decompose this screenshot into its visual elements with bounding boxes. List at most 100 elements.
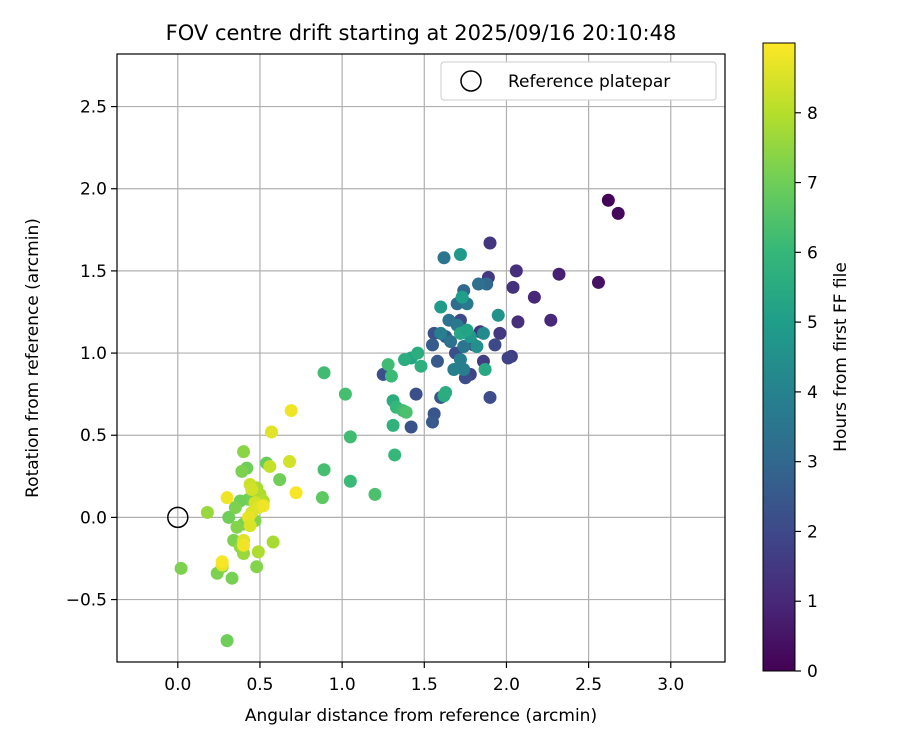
data-point: [611, 206, 625, 220]
data-point: [237, 445, 251, 459]
data-point: [457, 363, 471, 377]
data-point: [488, 338, 502, 352]
data-point: [256, 499, 270, 513]
data-point: [470, 339, 484, 353]
data-point: [444, 335, 458, 349]
data-point: [289, 486, 303, 500]
colorbar-tick-label: 6: [807, 243, 818, 263]
data-point: [264, 425, 278, 439]
colorbar-tick-label: 7: [807, 174, 818, 194]
data-point: [386, 418, 400, 432]
y-tick-label: 1.5: [80, 262, 107, 282]
data-point: [414, 359, 428, 373]
data-point: [220, 634, 234, 648]
data-point: [343, 474, 357, 488]
data-point: [388, 448, 402, 462]
colorbar-tick-label: 4: [807, 383, 818, 403]
data-point: [483, 236, 497, 250]
legend-entry: Reference platepar: [508, 72, 670, 92]
data-point: [527, 290, 541, 304]
plot-frame: [116, 53, 726, 663]
data-point: [472, 277, 486, 291]
y-axis-ticks: −0.5 0.0 0.5 1.0 1.5 2.0 2.5: [66, 98, 117, 611]
legend-marker: [460, 70, 482, 92]
y-axis-label: Rotation from reference (arcmin): [23, 218, 43, 498]
data-point: [552, 267, 566, 281]
data-point: [426, 415, 440, 429]
data-point: [343, 430, 357, 444]
x-tick-label: 1.0: [329, 675, 356, 695]
data-point: [273, 473, 287, 487]
data-point: [411, 346, 425, 360]
colorbar: 0 1 2 3 4 5 6 7 8 Hours from first FF file: [762, 42, 851, 682]
data-point: [478, 363, 492, 377]
data-point: [225, 571, 239, 585]
data-point: [483, 390, 497, 404]
data-point: [399, 405, 413, 419]
colorbar-tick-label: 2: [807, 522, 818, 542]
data-point: [398, 353, 412, 367]
data-point: [404, 420, 418, 434]
colorbar-tick-label: 8: [807, 104, 818, 124]
data-point: [250, 560, 264, 574]
data-point: [511, 315, 525, 329]
data-point: [476, 326, 490, 340]
data-point: [200, 505, 214, 519]
data-point: [384, 369, 398, 383]
data-point: [493, 326, 507, 340]
colorbar-tick-label: 1: [807, 592, 818, 612]
data-point: [447, 363, 461, 377]
data-point: [453, 353, 467, 367]
data-point: [439, 386, 453, 400]
chart-title: FOV centre drift starting at 2025/09/16 …: [166, 21, 677, 45]
data-point: [437, 251, 451, 265]
colorbar-tick-label: 0: [807, 662, 818, 682]
data-point: [243, 519, 257, 533]
data-point: [317, 366, 331, 380]
data-point: [591, 275, 605, 289]
data-point: [245, 482, 259, 496]
x-tick-label: 0.5: [246, 675, 273, 695]
data-point: [315, 491, 329, 505]
data-point: [266, 535, 280, 549]
x-tick-label: 2.5: [575, 675, 602, 695]
x-tick-label: 0.0: [164, 675, 191, 695]
data-point: [237, 538, 251, 552]
data-point: [174, 561, 188, 575]
data-point: [506, 280, 520, 294]
reference-platepar-marker: [167, 506, 189, 529]
colorbar-ticks: 0 1 2 3 4 5 6 7 8: [795, 104, 818, 682]
colorbar-tick-label: 3: [807, 453, 818, 473]
data-point: [509, 264, 523, 278]
data-point: [434, 326, 448, 340]
data-point: [430, 354, 444, 368]
data-point: [460, 323, 474, 337]
data-point: [222, 510, 236, 524]
data-point: [235, 464, 249, 478]
data-point: [434, 300, 448, 314]
data-point: [338, 387, 352, 401]
data-point: [453, 247, 467, 261]
colorbar-label: Hours from first FF file: [831, 262, 851, 452]
data-point: [455, 290, 469, 304]
y-tick-label: 1.0: [80, 344, 107, 364]
data-point: [381, 358, 395, 372]
x-axis-ticks: 0.0 0.5 1.0 1.5 2.0 2.5 3.0: [164, 662, 684, 695]
data-point: [220, 491, 234, 505]
y-tick-label: 2.5: [80, 98, 107, 118]
data-point: [368, 487, 382, 501]
data-point: [426, 338, 440, 352]
y-tick-label: 2.0: [80, 180, 107, 200]
data-point: [251, 545, 265, 559]
data-point: [228, 501, 242, 515]
x-tick-label: 2.0: [493, 675, 520, 695]
x-axis-label: Angular distance from reference (arcmin): [245, 706, 597, 726]
data-point: [409, 387, 423, 401]
data-points: [174, 193, 625, 648]
legend-box: [440, 61, 717, 101]
colorbar-tick-label: 5: [807, 313, 818, 333]
data-point: [491, 308, 505, 322]
data-point: [544, 313, 558, 327]
data-point: [230, 520, 244, 534]
